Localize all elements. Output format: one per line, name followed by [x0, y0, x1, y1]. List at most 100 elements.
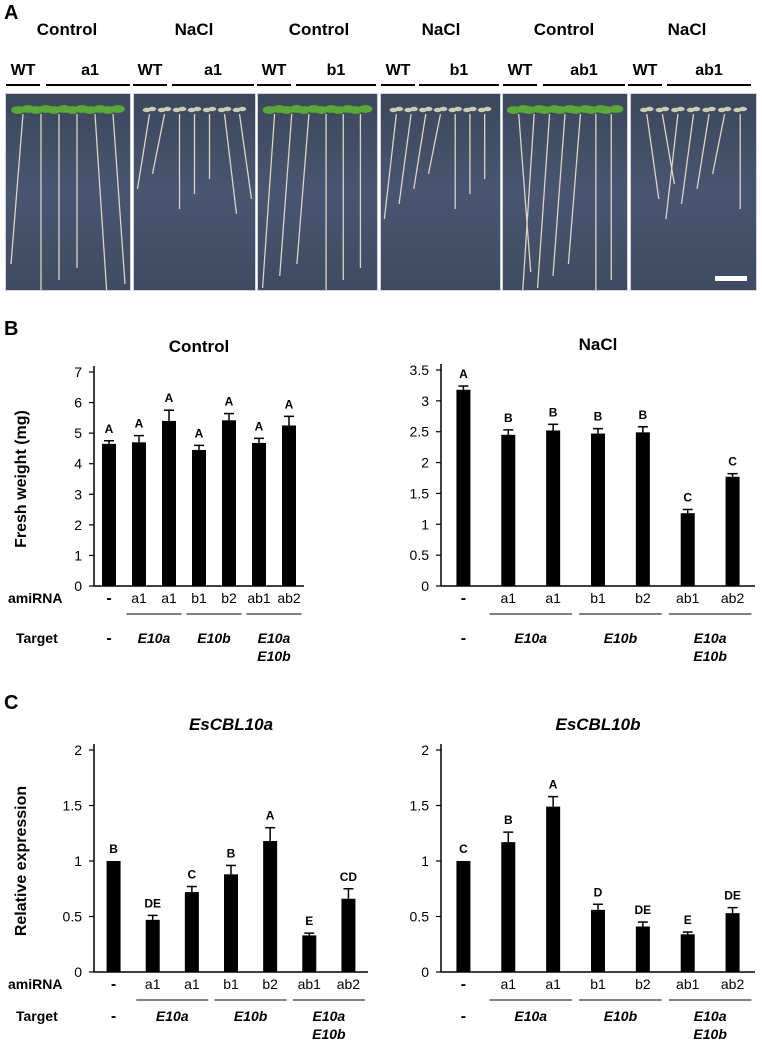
seedling-root — [223, 113, 238, 215]
target-label: - — [106, 630, 111, 647]
target-label: E10b — [312, 1026, 346, 1042]
chart-c-escbl10b: EsCBL10b 0 0.5 1 1.5 2 C B A D DE E DE - a1 a1 b1 b2 ab1 ab… — [410, 715, 755, 1042]
seedling-root — [518, 113, 532, 273]
panel-letter-a: A — [4, 2, 19, 24]
seedling-leaf — [483, 106, 492, 112]
bar — [680, 513, 695, 586]
significance-letter: B — [109, 842, 118, 856]
seedling-leaf — [208, 106, 217, 112]
target-label: - — [461, 1008, 466, 1025]
bar — [252, 442, 266, 586]
genotype-wt-label: WT — [137, 62, 163, 79]
bar — [546, 430, 561, 586]
significance-letter: E — [305, 914, 313, 928]
significance-letter: C — [683, 490, 692, 504]
genotype-wt-label: WT — [385, 62, 411, 79]
seedling-root — [261, 113, 276, 289]
y-tick-label: 0 — [421, 964, 429, 980]
significance-letter: A — [195, 426, 204, 440]
target-label: - — [111, 1008, 116, 1025]
category-label: ab2 — [721, 590, 745, 606]
significance-letter: B — [504, 813, 513, 827]
genotype-underline — [543, 84, 625, 86]
bar — [341, 898, 356, 972]
bar — [501, 842, 516, 972]
target-label: E10a — [138, 630, 171, 646]
condition-label: Control — [533, 20, 595, 39]
y-tick-label: 1 — [421, 853, 429, 869]
seedling-leaf — [409, 106, 418, 112]
target-label: E10b — [693, 648, 727, 664]
y-tick-label: 2 — [421, 455, 429, 471]
y-tick-label: 3 — [421, 393, 429, 409]
significance-letter: C — [459, 842, 468, 856]
category-label: - — [461, 590, 466, 607]
seedling-photo — [380, 93, 501, 291]
condition-label: Control — [36, 20, 98, 39]
chart-title: EsCBL10b — [555, 715, 640, 734]
seedling-leaf — [424, 106, 433, 112]
genotype-underline — [628, 84, 662, 86]
seedling-leaf — [723, 106, 732, 112]
bar — [132, 442, 146, 586]
genotype-wt-label: WT — [632, 62, 658, 79]
seedling-root — [136, 113, 151, 190]
category-label: a1 — [500, 976, 516, 992]
category-label: a1 — [131, 590, 147, 606]
seedling-root — [238, 113, 253, 200]
significance-letter: E — [684, 913, 692, 927]
y-tick-label: 0 — [421, 578, 429, 594]
significance-letter: A — [285, 397, 294, 411]
seedling-root — [413, 113, 427, 190]
category-label: ab1 — [247, 590, 271, 606]
category-label: - — [111, 976, 116, 993]
significance-letter: B — [504, 411, 513, 425]
category-label: - — [461, 976, 466, 993]
seedling-root — [94, 113, 108, 290]
seedling-leaf — [163, 106, 172, 112]
significance-letter: B — [594, 410, 603, 424]
seedling-root — [383, 113, 398, 220]
seedling-leaf — [707, 106, 716, 112]
genotype-line-label: ab1 — [570, 62, 598, 79]
bar — [184, 892, 199, 972]
seedling-root — [661, 113, 675, 185]
genotype-underline — [503, 84, 537, 86]
amirna-row-label: amiRNA — [8, 590, 62, 606]
y-tick-label: 1 — [74, 853, 82, 869]
seedling-root — [522, 113, 535, 290]
genotype-underline — [667, 84, 751, 86]
target-label: E10a — [514, 630, 547, 646]
y-tick-label: 0.5 — [410, 909, 430, 925]
bar — [680, 934, 695, 972]
condition-label: NaCl — [421, 20, 461, 39]
significance-letter: B — [639, 408, 648, 422]
genotype-wt-label: WT — [10, 62, 36, 79]
seedling-photo — [133, 93, 256, 291]
seedling-root — [680, 113, 695, 205]
category-label: a1 — [545, 590, 561, 606]
bar — [725, 476, 740, 586]
target-label: E10a — [514, 1008, 547, 1024]
y-axis-label: Fresh weight (mg) — [13, 410, 30, 548]
condition-label: NaCl — [667, 20, 707, 39]
y-tick-label: 2 — [421, 742, 429, 758]
seedling-leaf — [178, 106, 187, 112]
bar — [635, 926, 650, 972]
target-label: E10a — [156, 1008, 189, 1024]
y-tick-label: 7 — [74, 364, 82, 380]
seedling-photo — [630, 93, 757, 291]
category-label: ab1 — [676, 976, 700, 992]
category-label: a1 — [161, 590, 177, 606]
significance-letter: D — [594, 885, 603, 899]
bar — [192, 449, 206, 586]
genotype-underline — [381, 84, 415, 86]
category-label: a1 — [500, 590, 516, 606]
seedling-root — [567, 113, 582, 265]
seedling-leaf — [454, 106, 463, 112]
target-row-label: Target — [16, 630, 58, 646]
seedling-root — [398, 113, 412, 205]
chart-b-control: Control 0 1 2 3 4 5 6 7 Fresh weight (mg) A A A A A A Aa… — [8, 337, 304, 664]
bar — [106, 861, 121, 972]
target-label: E10a — [313, 1008, 346, 1024]
